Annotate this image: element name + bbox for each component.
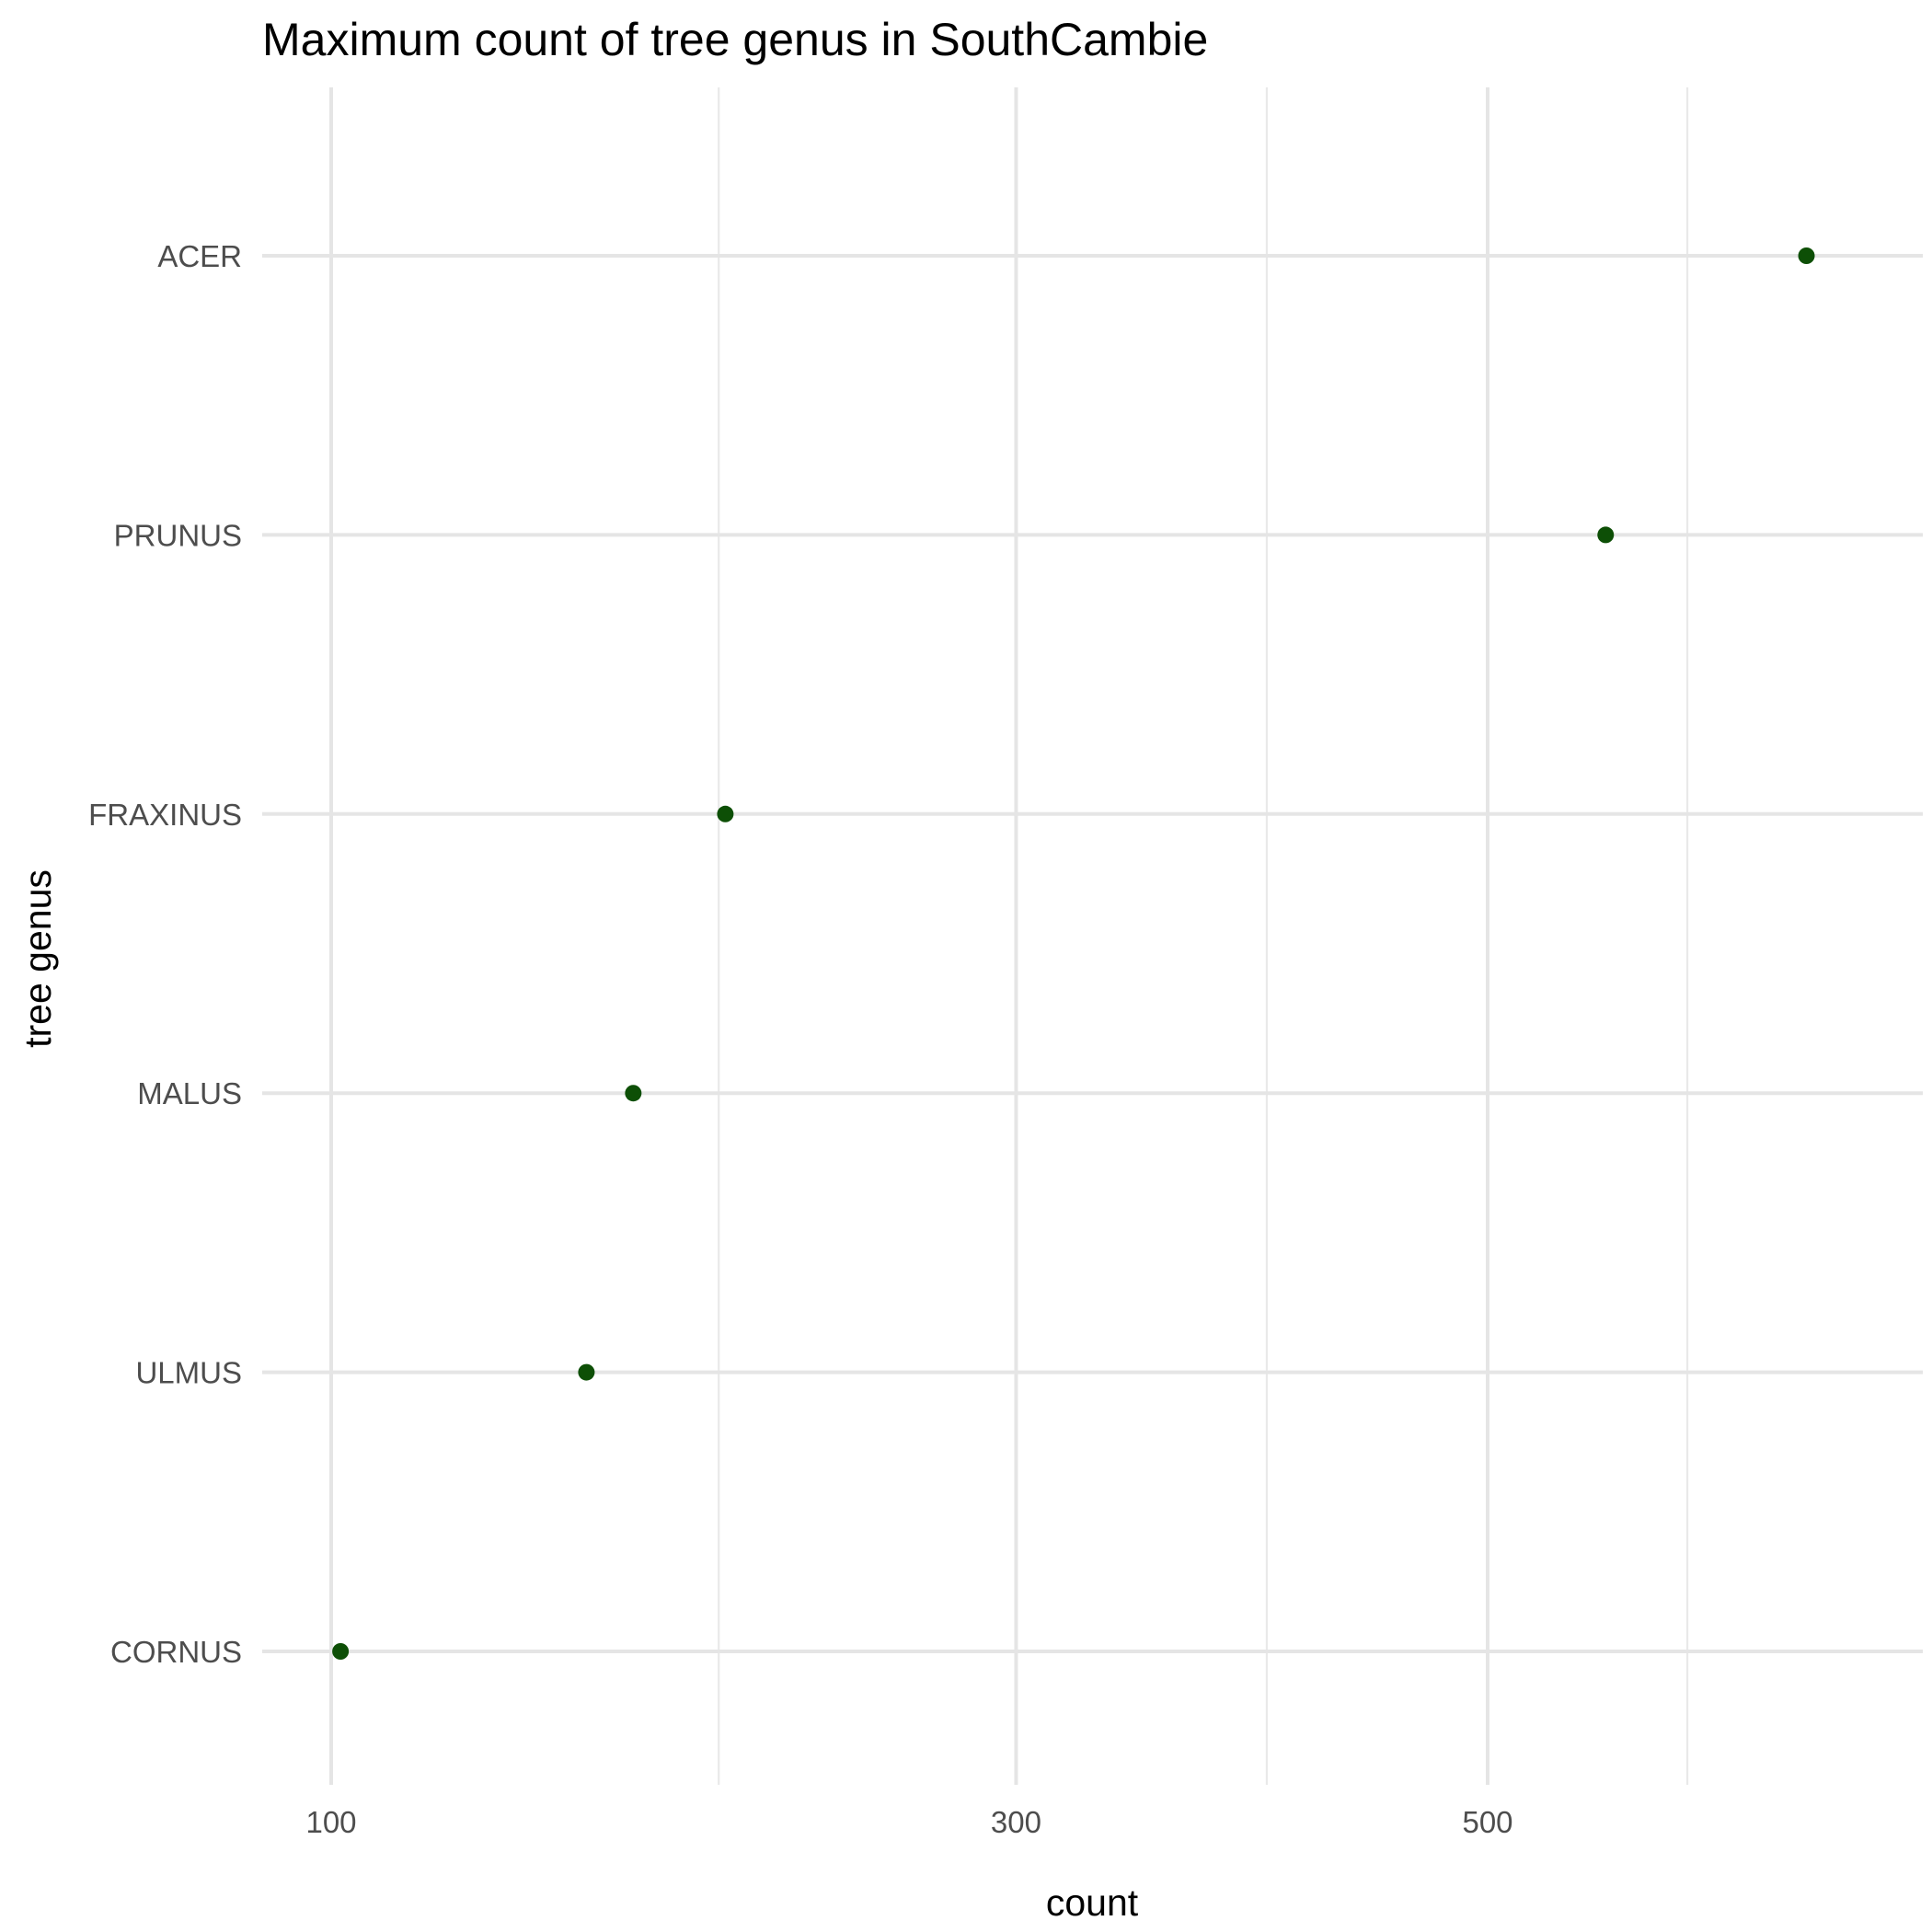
chart-title: Maximum count of tree genus in SouthCamb… <box>262 14 1208 65</box>
y-tick-label: ULMUS <box>135 1356 242 1390</box>
y-axis-title: tree genus <box>17 869 59 1048</box>
x-tick-label: 500 <box>1462 1805 1512 1839</box>
data-point <box>578 1363 595 1381</box>
data-point <box>1597 526 1615 544</box>
x-axis-title: count <box>1046 1881 1139 1924</box>
y-axis-tick-labels: CORNUS ULMUS MALUS FRAXINUS PRUNUS ACER <box>88 239 242 1669</box>
x-tick-label: 100 <box>305 1805 356 1839</box>
grid <box>262 87 1923 1785</box>
y-tick-label: PRUNUS <box>114 518 242 552</box>
y-tick-label: FRAXINUS <box>88 798 242 832</box>
y-tick-label: MALUS <box>137 1076 242 1110</box>
data-point <box>1798 247 1815 264</box>
data-points <box>332 247 1815 1660</box>
data-point <box>332 1643 350 1660</box>
y-tick-label: ACER <box>157 239 242 273</box>
x-tick-label: 300 <box>991 1805 1041 1839</box>
y-tick-label: CORNUS <box>110 1635 242 1669</box>
x-axis-tick-labels: 100 300 500 <box>305 1805 1512 1839</box>
data-point <box>717 805 734 822</box>
data-point <box>625 1085 642 1102</box>
